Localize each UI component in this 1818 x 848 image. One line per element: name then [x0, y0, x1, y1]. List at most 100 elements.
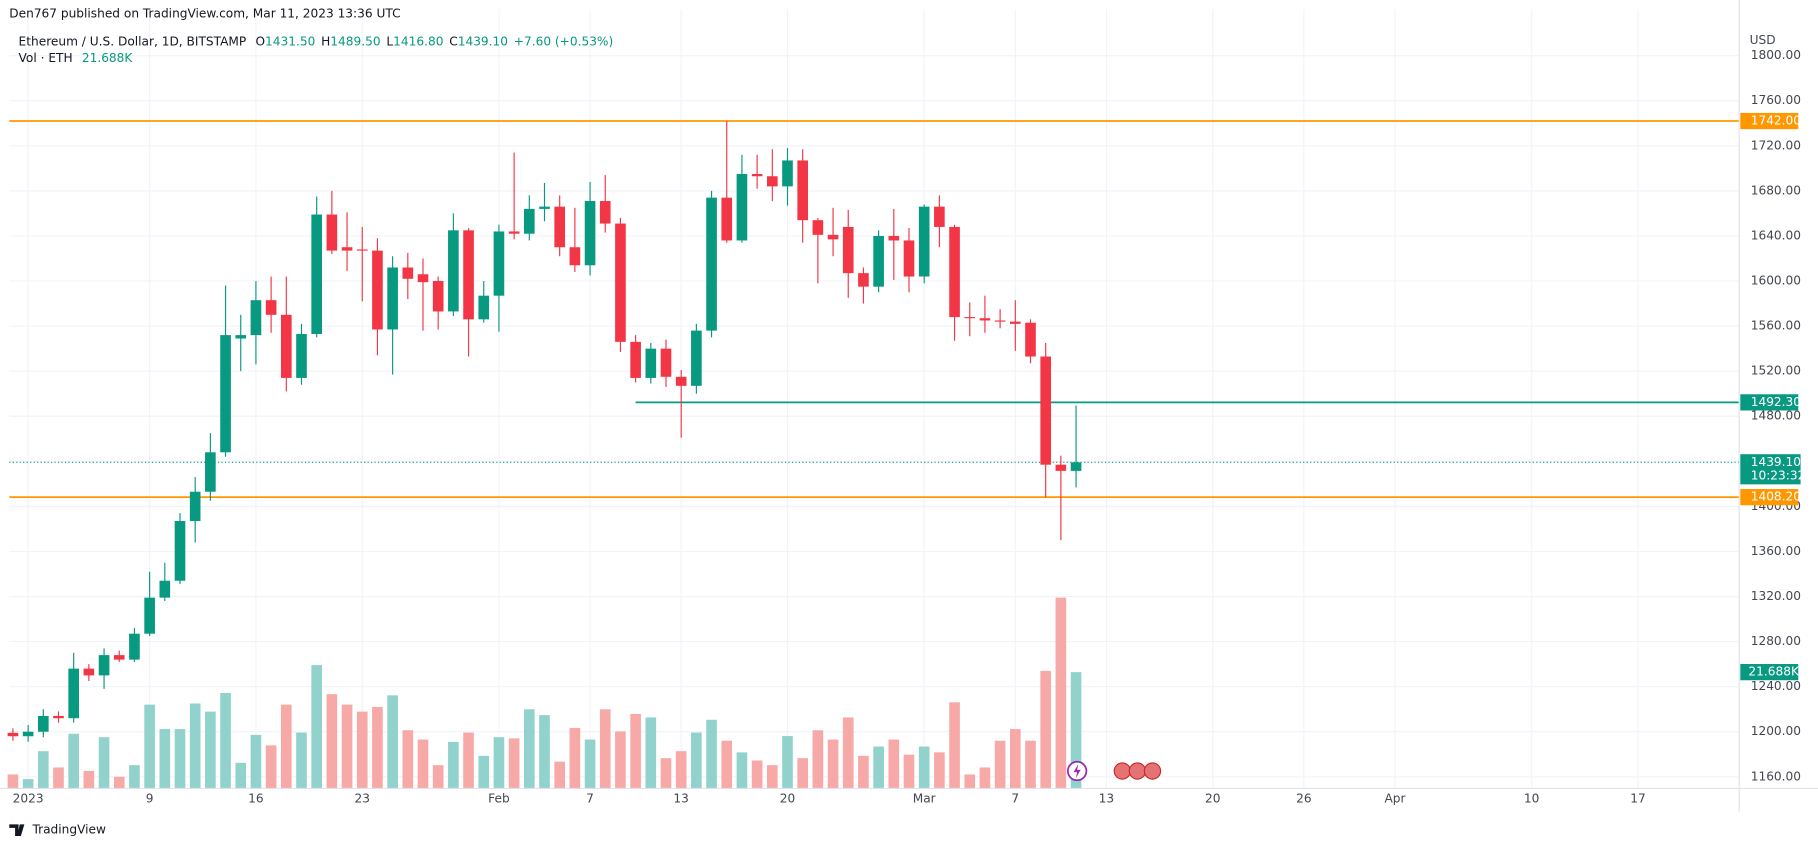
- candle-body: [660, 348, 672, 377]
- candle-body: [98, 655, 110, 676]
- candle-body: [842, 226, 854, 274]
- volume-legend: Vol · ETH 21.688K: [19, 50, 134, 64]
- ohlc-key: L: [386, 34, 393, 48]
- volume-bar: [1070, 672, 1082, 789]
- volume-bar: [265, 745, 277, 789]
- candle-body: [417, 274, 429, 283]
- volume-tag: [1740, 664, 1799, 681]
- volume-bar: [22, 779, 34, 789]
- volume-bar: [569, 727, 581, 789]
- candle-body: [1055, 464, 1067, 471]
- volume-bar: [326, 694, 338, 789]
- candle-body: [296, 333, 307, 378]
- x-tick-label: Apr: [1384, 791, 1405, 805]
- ohlc-value: 1431.50: [265, 34, 315, 48]
- candle-body: [721, 197, 733, 241]
- candle-body: [250, 300, 262, 336]
- volume-bar: [797, 758, 808, 789]
- volume-bar: [539, 715, 550, 789]
- event-icons: [1066, 760, 1162, 782]
- volume-bar: [766, 765, 778, 789]
- candle-body: [144, 597, 155, 634]
- candle-body: [37, 715, 49, 732]
- candle-body: [812, 220, 824, 235]
- candle-body: [402, 267, 414, 279]
- volume-bar: [463, 732, 474, 789]
- candle-body: [630, 341, 641, 378]
- volume-bar: [37, 751, 49, 789]
- ohlc-value: 1416.80: [393, 34, 443, 48]
- candle-body: [432, 281, 444, 312]
- level-tag: [1740, 112, 1799, 130]
- volume-bar: [721, 740, 733, 789]
- volume-bar: [311, 665, 323, 789]
- volume-bar: [691, 732, 702, 789]
- volume-bar: [372, 706, 383, 789]
- y-tick-label: 1360.00: [1751, 544, 1801, 558]
- candle-body: [508, 231, 520, 234]
- volume-bar: [235, 762, 247, 789]
- brand-name: TradingView: [31, 823, 106, 837]
- candle-body: [387, 267, 398, 330]
- volume-bar: [964, 774, 976, 789]
- candle-body: [615, 223, 626, 342]
- volume-bar: [68, 733, 80, 789]
- volume-bar: [903, 754, 915, 789]
- flag-icon: [1143, 762, 1162, 780]
- last-price-tag: [1740, 454, 1801, 485]
- volume-bar: [387, 695, 398, 789]
- x-tick-label: 16: [248, 791, 263, 805]
- x-tick-label: Mar: [913, 791, 936, 805]
- candle-body: [448, 230, 459, 312]
- volume-bar: [493, 737, 505, 789]
- y-tick-label: 1800.00: [1751, 48, 1801, 62]
- volume-bar: [1025, 740, 1036, 789]
- candle-body: [463, 230, 474, 320]
- currency: USD: [1750, 33, 1776, 47]
- volume-bar: [615, 731, 626, 789]
- volume-bar: [296, 732, 307, 789]
- brand: TradingView: [9, 823, 106, 837]
- volume-bar: [858, 755, 869, 789]
- volume-bar: [250, 734, 262, 789]
- volume-bar: [645, 717, 657, 789]
- volume-bar: [706, 719, 717, 789]
- volume-bar: [584, 739, 596, 789]
- x-tick-label: Feb: [488, 791, 510, 805]
- candle-body: [766, 176, 778, 187]
- countdown-label: 10:23:32: [1751, 469, 1806, 483]
- candle-body: [83, 668, 95, 676]
- volume-tag-label: 21.688K: [1748, 665, 1800, 679]
- x-tick-label: 13: [1099, 791, 1114, 805]
- ohlc-key: O: [255, 34, 265, 48]
- x-tick-label: 23: [355, 791, 370, 805]
- volume-bar: [113, 776, 125, 789]
- volume-bar: [918, 746, 930, 789]
- candle-body: [235, 335, 247, 339]
- volume-bar: [751, 760, 763, 789]
- candle-body: [22, 731, 34, 737]
- candle-body: [782, 160, 793, 187]
- volume-bar: [675, 751, 687, 789]
- volume-bar: [189, 703, 201, 789]
- flag-icon: [1113, 762, 1132, 780]
- volume-bar: [159, 729, 171, 789]
- volume-bar: [554, 761, 566, 789]
- axes: 1160.00 1200.00 1240.00 1280.00 1320.00 1360.…: [0, 0, 1818, 812]
- x-tick-label: 9: [146, 791, 154, 805]
- candle-body: [326, 214, 338, 251]
- volume-bar: [53, 767, 64, 789]
- volume-bar: [812, 730, 824, 789]
- ohlc-value: 1439.10: [458, 34, 508, 48]
- y-tick-label: 1320.00: [1751, 589, 1801, 603]
- candle-body: [1070, 462, 1082, 471]
- x-tick-label: 26: [1296, 791, 1311, 805]
- ohlc-key: H: [321, 34, 330, 48]
- volume-bar: [660, 758, 672, 789]
- candle-body: [918, 206, 930, 277]
- candle-body: [311, 214, 323, 334]
- event-icon-bolt: [1073, 764, 1081, 778]
- volume-bar: [934, 752, 945, 789]
